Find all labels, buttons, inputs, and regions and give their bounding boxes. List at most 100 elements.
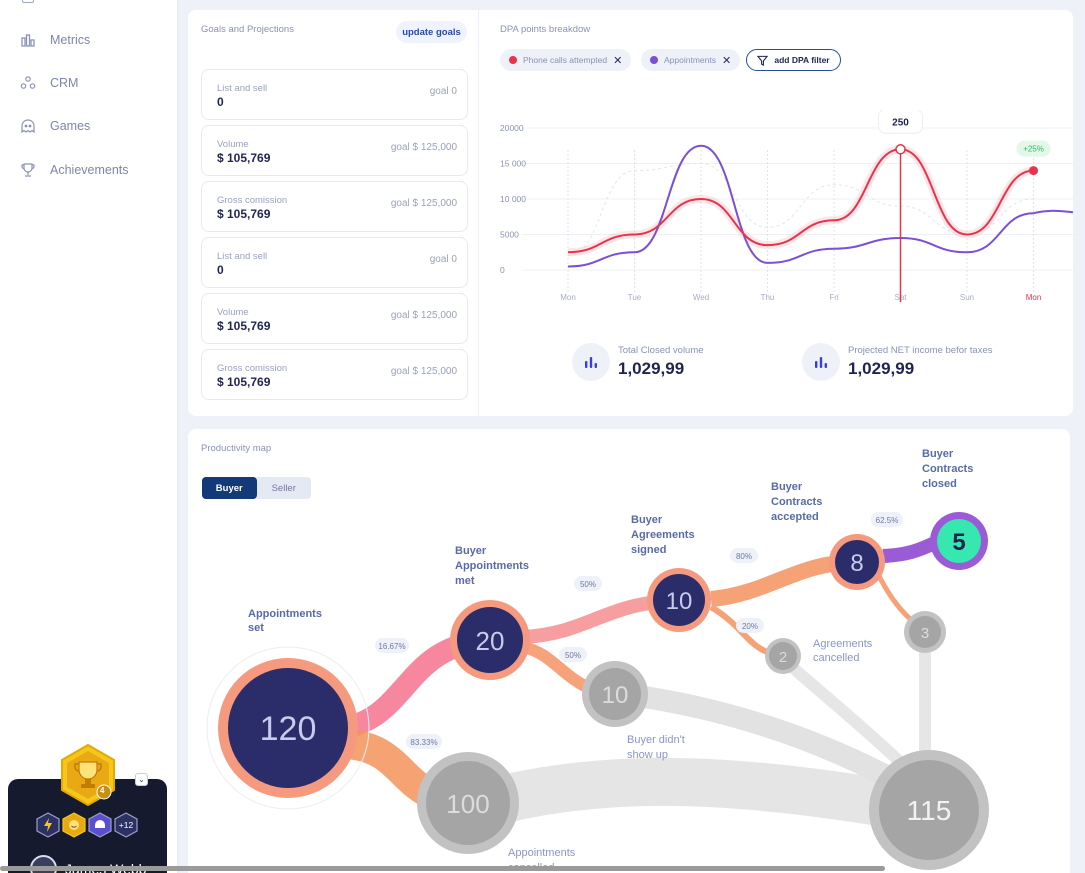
node-halo [206,646,370,810]
goal-label: Volume [217,139,249,150]
x-tick-label: Tue [628,293,642,302]
percent-label: 83.33% [410,738,437,747]
node-value: 8 [850,550,863,577]
percent-label: 50% [565,651,581,660]
end-point [1029,166,1038,176]
ghost-line [567,162,1034,257]
node-label: set [248,622,264,634]
x-tick-label: Thu [761,293,775,302]
badge-list: +12 [36,812,138,838]
node-label: Contracts [771,496,822,508]
goal-card[interactable]: List and sell 0 goal 0 [201,69,468,120]
highlight-point [895,144,906,155]
x-tick-label: Sun [960,293,974,302]
percent-pill [871,512,903,527]
goal-target: goal 0 [429,86,457,97]
goal-label: Gross comission [217,363,288,374]
filter-chip-appointments[interactable]: Appointments ✕ [641,49,741,71]
node-label: accepted [771,511,819,523]
percent-pill [375,638,409,653]
goal-target: goal $ 125,000 [390,142,457,153]
kpi-value: 1,029,99 [618,359,685,378]
more-badges[interactable]: +12 [114,812,138,838]
filter-chip-phone-calls[interactable]: Phone calls attempted ✕ [500,49,632,71]
goal-card[interactable]: Volume $ 105,769 goal $ 125,000 [201,293,468,344]
goal-value: $ 105,769 [217,319,271,333]
chevron-down-icon[interactable]: ⌄ [135,773,148,786]
series-glow [567,145,1035,257]
people-icon [20,75,36,91]
productivity-map: 120 20 10 8 5 100 10 2 3 115 Appointment… [206,448,989,873]
trophy-level: 4 [100,786,105,795]
node-label: Buyer [922,448,954,460]
goal-card[interactable]: Gross comission $ 105,769 goal $ 125,000 [201,349,468,400]
trophy-badge[interactable]: 4 [57,743,119,807]
add-dpa-filter-button[interactable]: add DPA filter [746,49,841,71]
sidebar-item-crm[interactable]: CRM [20,73,78,93]
node-core [909,616,941,648]
y-tick-label: 10 000 [500,194,526,204]
menu-icon[interactable] [22,0,34,3]
chip-label: Appointments [664,55,716,65]
x-tick-label: Mon [560,293,576,302]
bar-chart-icon [20,32,36,48]
node-core [589,668,641,720]
goal-value: $ 105,769 [217,151,271,165]
y-tick-label: 0 [500,265,505,275]
node-label: met [455,575,475,587]
goal-value: 0 [217,263,224,277]
add-filter-label: add DPA filter [774,55,830,65]
sidebar-item-achievements[interactable]: Achievements [20,160,129,180]
node-value: 120 [260,710,317,748]
percent-label: 50% [580,580,596,589]
node-label: Buyer [771,481,803,493]
node-label: closed [922,478,957,490]
node-core [653,574,705,626]
goal-target: goal $ 125,000 [390,310,457,321]
node-value: 5 [952,529,965,556]
series-dot [650,56,658,64]
toggle-buyer[interactable]: Buyer [202,477,257,499]
horizontal-scrollbar[interactable] [0,866,885,871]
x-tick-label: Wed [693,293,709,302]
sidebar-item-metrics[interactable]: Metrics [20,30,90,50]
node-value: 2 [779,649,787,666]
percent-label: 16.67% [378,642,405,651]
kpi-value: 1,029,99 [848,359,915,378]
series-line-tail [1033,209,1073,215]
y-tick-label: 5000 [500,230,519,240]
tooltip-value: 250 [892,117,909,128]
close-icon[interactable]: ✕ [721,54,732,67]
svg-text:+12: +12 [119,820,134,830]
sidebar-item-label: Metrics [50,33,91,47]
close-icon[interactable]: ✕ [613,54,623,67]
percent-label: 62.5% [876,516,899,525]
node-value: 100 [446,789,489,819]
goal-card[interactable]: List and sell 0 goal 0 [201,237,468,288]
dpa-title: DPA points breakdow [500,24,591,35]
goals-section: Goals and Projections update goals List … [188,10,479,416]
update-goals-button[interactable]: update goals [396,21,467,43]
node-value: 20 [476,626,505,656]
percent-label: 20% [742,622,758,631]
node-value: 3 [921,625,929,642]
goal-value: $ 105,769 [217,375,271,389]
goal-target: goal 0 [429,254,457,265]
trophy-icon [20,162,36,178]
series-line-phone-calls [567,148,1034,254]
top-panel: Goals and Projections update goals List … [188,10,1073,416]
node-label: show up [627,749,668,761]
percent-label: 80% [736,552,752,561]
node-label: Agreements [631,529,695,541]
toggle-seller[interactable]: Seller [271,482,296,494]
node-value: 10 [666,588,693,615]
percent-pill [574,576,602,591]
sidebar: Metrics CRM Games Achievements 4 ⌄ [0,0,178,873]
goal-card[interactable]: Volume $ 105,769 goal $ 125,000 [201,125,468,176]
goal-card[interactable]: Gross comission $ 105,769 goal $ 125,000 [201,181,468,232]
goal-value: $ 105,769 [217,207,271,221]
kpi-total-closed: Total Closed volume 1,029,99 [572,343,704,381]
sidebar-item-games[interactable]: Games [20,116,90,136]
goal-target: goal $ 125,000 [390,198,457,209]
